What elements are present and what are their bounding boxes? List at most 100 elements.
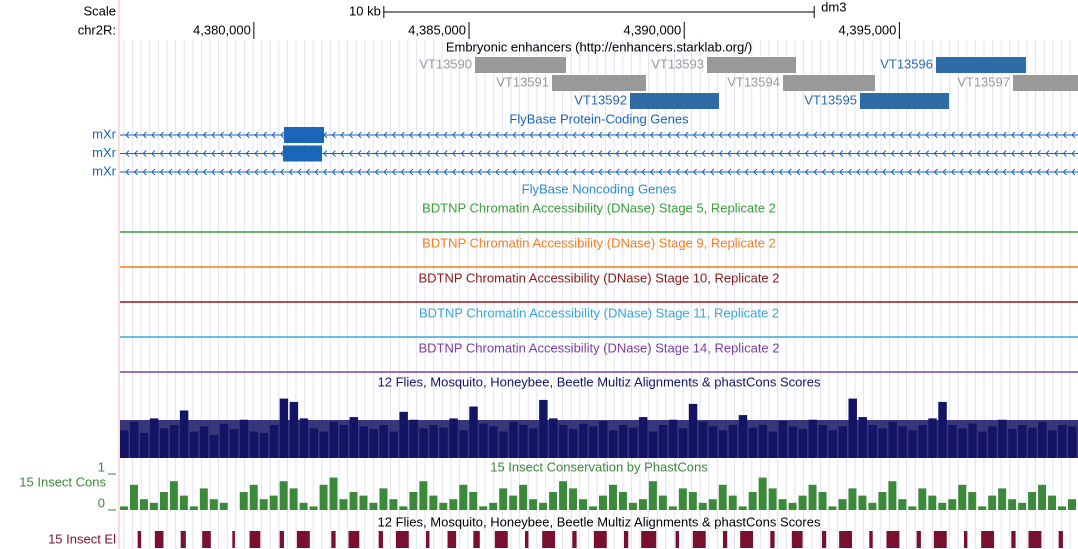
strand-arrow (606, 150, 611, 157)
strand-arrow (572, 131, 577, 139)
strand-arrow (976, 168, 981, 176)
strand-arrow (477, 168, 482, 176)
strand-arrow (1062, 150, 1067, 157)
strand-arrow (1045, 131, 1050, 139)
strand-arrow (1045, 168, 1050, 176)
conserved-element (1011, 531, 1016, 548)
strand-arrow (176, 168, 181, 176)
conservation-bar (768, 488, 777, 510)
strand-arrow (761, 131, 766, 139)
conservation-bar (1068, 499, 1076, 510)
strand-arrow (735, 168, 740, 176)
enhancer-label: VT13592 (574, 92, 627, 107)
strand-arrow (1011, 168, 1016, 176)
strand-arrow (211, 168, 216, 176)
conservation-bar (798, 495, 807, 510)
track-label: 15 Insect Cons (19, 474, 106, 489)
conservation-bar (918, 488, 927, 510)
strand-arrow (125, 168, 130, 176)
conserved-element (137, 531, 142, 548)
track-title: BDTNP Chromatin Accessibility (DNase) St… (418, 340, 779, 355)
enhancer-label: VT13597 (957, 74, 1010, 89)
strand-arrow (899, 150, 904, 157)
strand-arrow (1036, 150, 1041, 157)
strand-arrow (417, 131, 422, 139)
strand-arrow (1054, 150, 1059, 157)
strand-arrow (959, 131, 964, 139)
strand-arrow (581, 168, 586, 176)
conservation-bar (708, 499, 717, 510)
strand-arrow (1054, 131, 1059, 139)
strand-arrow (787, 168, 792, 176)
strand-arrow (366, 150, 371, 157)
ruler-tick-label: 4,390,000 (623, 22, 681, 37)
strand-arrow (761, 150, 766, 157)
scale-bar-label: 10 kb (349, 3, 381, 18)
strand-arrow (701, 168, 706, 176)
strand-arrow (839, 131, 844, 139)
conservation-bar (818, 492, 827, 510)
conserved-element (232, 531, 235, 548)
strand-arrow (950, 131, 955, 139)
strand-arrow (374, 150, 379, 157)
conservation-bar (539, 502, 548, 510)
transcript-label: mXr (92, 126, 117, 141)
strand-arrow (512, 131, 517, 139)
strand-arrow (426, 150, 431, 157)
track-title: 15 Insect Conservation by PhastCons (490, 459, 708, 474)
strand-arrow (1036, 168, 1041, 176)
strand-arrow (176, 131, 181, 139)
strand-arrow (804, 150, 809, 157)
strand-arrow (477, 131, 482, 139)
strand-arrow (262, 168, 267, 176)
strand-arrow (409, 150, 414, 157)
strand-arrow (383, 131, 388, 139)
strand-arrow (512, 150, 517, 157)
assembly-label: dm3 (821, 0, 846, 14)
strand-arrow (933, 131, 938, 139)
strand-arrow (503, 131, 508, 139)
strand-arrow (1036, 131, 1041, 139)
strand-arrow (624, 150, 629, 157)
strand-arrow (985, 168, 990, 176)
conservation-bar (479, 506, 488, 510)
strand-arrow (847, 131, 852, 139)
strand-arrow (950, 150, 955, 157)
strand-arrow (125, 131, 130, 139)
strand-arrow (219, 131, 224, 139)
strand-arrow (847, 150, 852, 157)
strand-arrow (796, 150, 801, 157)
strand-arrow (976, 150, 981, 157)
strand-arrow (520, 150, 525, 157)
strand-arrow (237, 168, 242, 176)
conservation-bar (339, 499, 348, 510)
strand-arrow (280, 168, 285, 176)
conservation-bar (269, 495, 278, 510)
strand-arrow (890, 150, 895, 157)
strand-arrow (185, 168, 190, 176)
conservation-bar (618, 492, 627, 510)
strand-arrow (133, 131, 138, 139)
strand-arrow (297, 168, 302, 176)
conserved-element (886, 531, 900, 548)
conserved-element (839, 531, 853, 548)
strand-arrow (348, 150, 353, 157)
strand-arrow (632, 168, 637, 176)
conserved-element (542, 531, 556, 548)
strand-arrow (202, 131, 207, 139)
conservation-bar (239, 492, 248, 510)
conservation-bar (389, 499, 398, 510)
conserved-element (692, 531, 706, 548)
strand-arrow (202, 150, 207, 157)
conservation-bar (668, 506, 677, 510)
strand-arrow (512, 168, 517, 176)
strand-arrow (718, 150, 723, 157)
strand-arrow (168, 131, 173, 139)
strand-arrow (168, 168, 173, 176)
strand-arrow (856, 168, 861, 176)
conservation-bar (678, 488, 687, 510)
strand-arrow (675, 168, 680, 176)
strand-arrow (968, 168, 973, 176)
exon (283, 145, 323, 162)
strand-arrow (641, 168, 646, 176)
